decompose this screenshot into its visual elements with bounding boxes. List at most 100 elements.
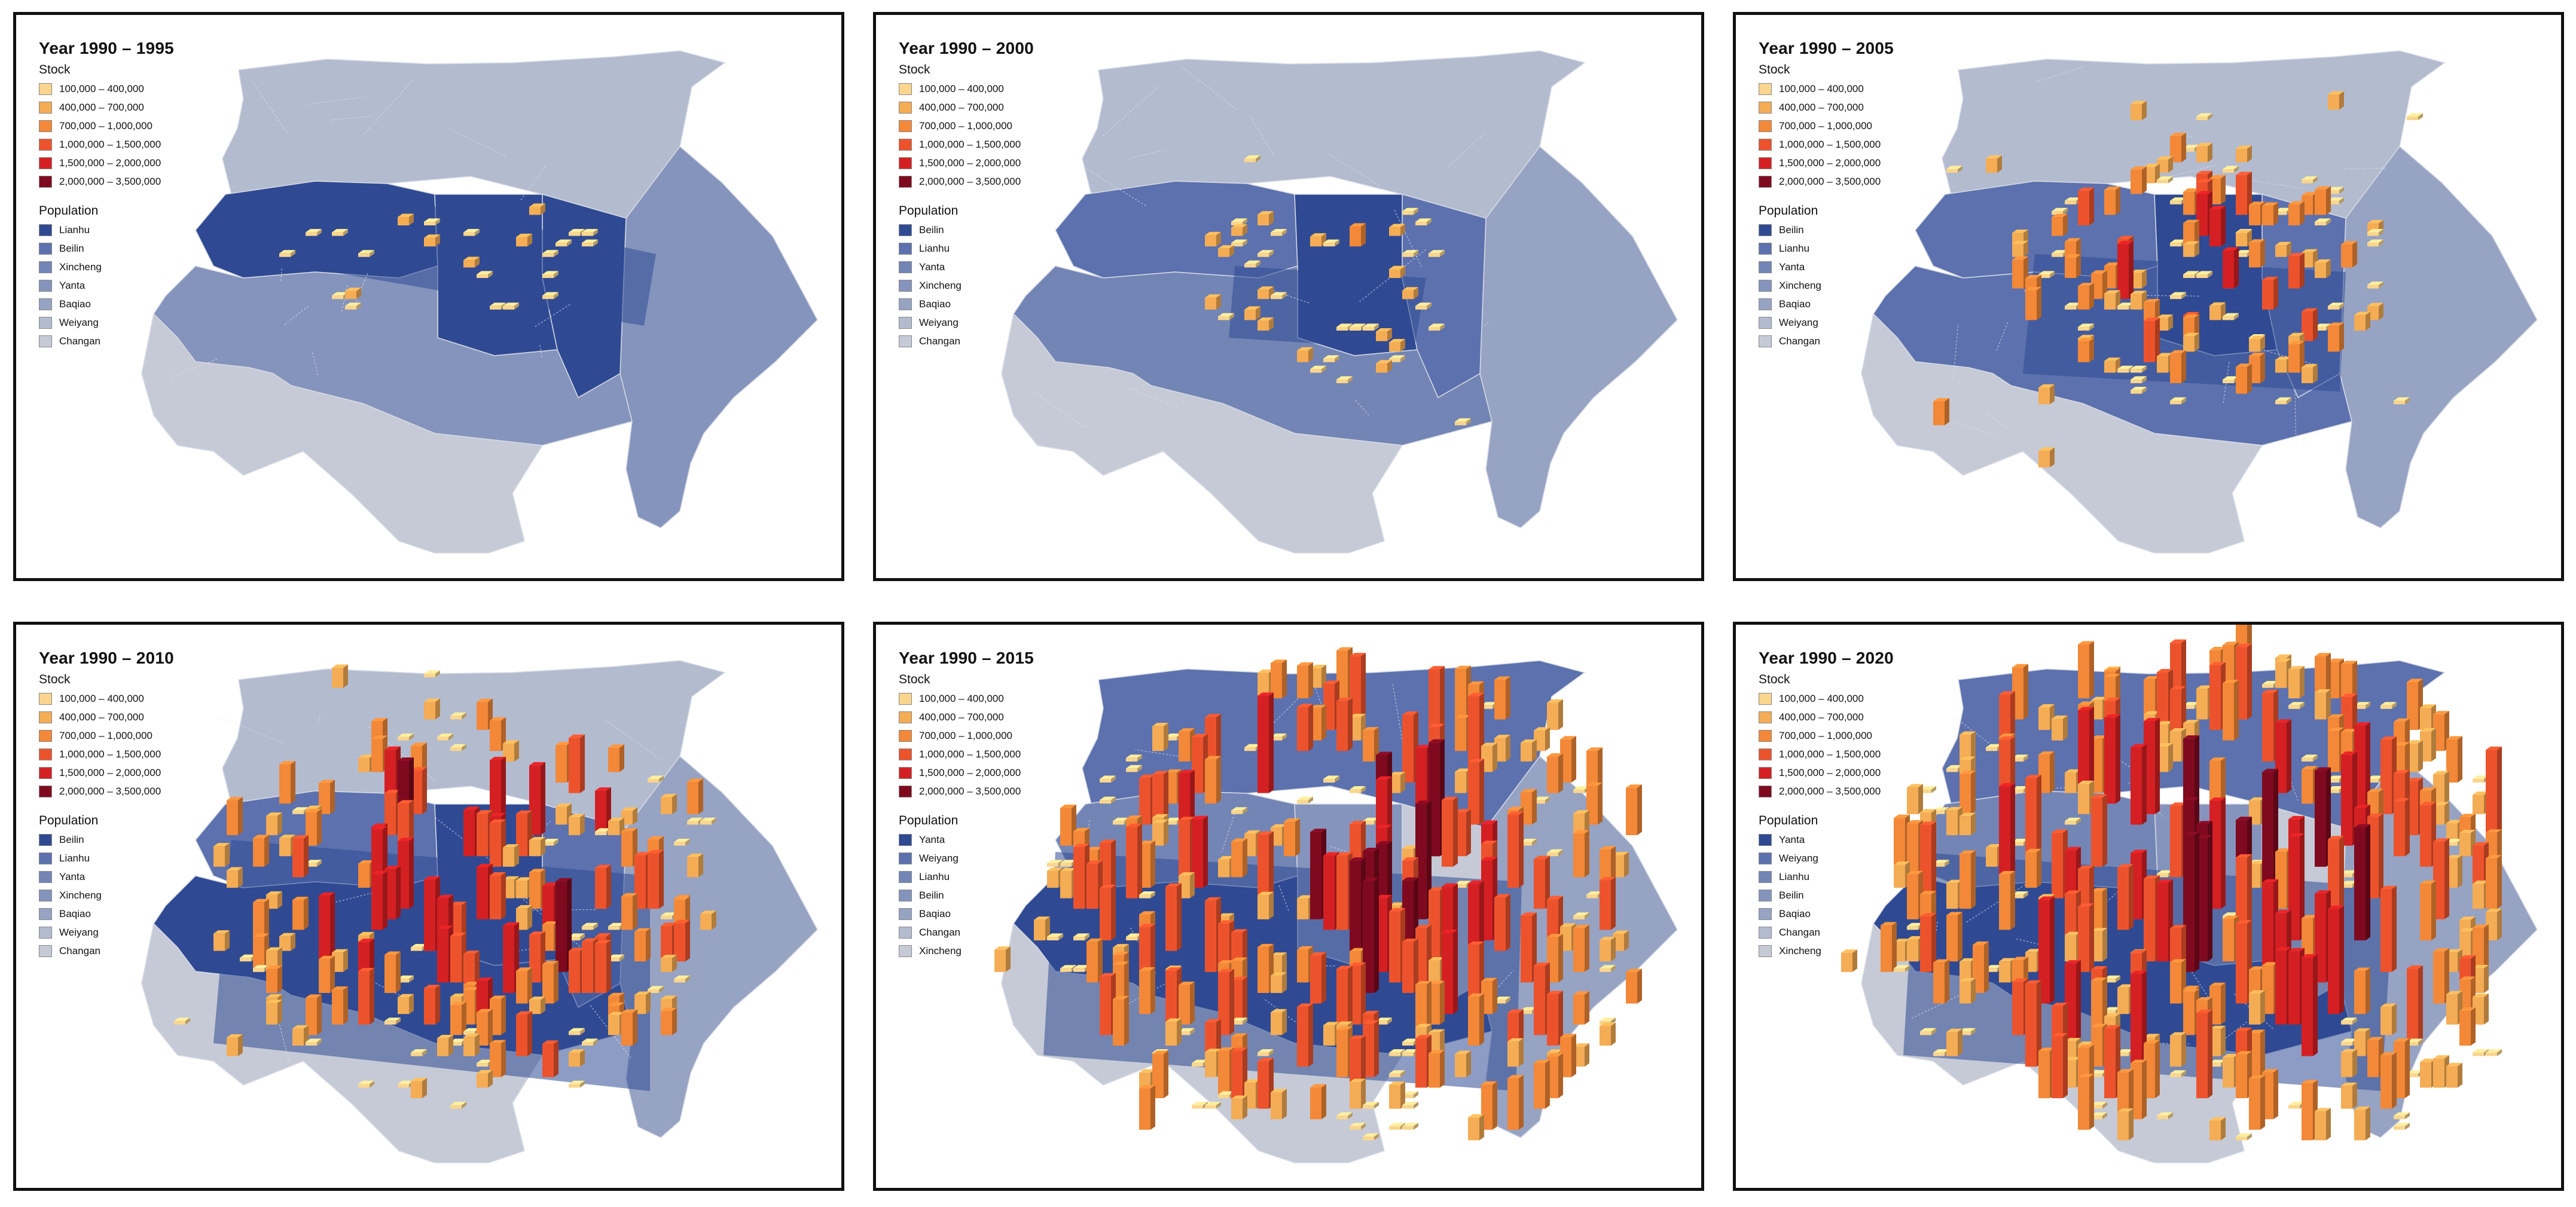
stock-bar [266,965,282,993]
stock-legend-heading: Stock [899,673,930,686]
stock-bar [319,955,335,993]
stock-bar [648,775,664,783]
stock-bar [1429,250,1445,257]
stock-legend-label: 2,000,000 – 3,500,000 [1779,785,1881,797]
stock-bar [1363,1133,1379,1141]
stock-bar [621,828,637,867]
district-legend-label: Beilin [59,242,84,254]
stock-bar [2446,1062,2462,1088]
stock-bar [2078,1074,2094,1130]
stock-legend-heading: Stock [899,63,930,77]
stock-bar [595,940,611,993]
legend-swatch [899,138,912,151]
stock-legend-label: 1,000,000 – 1,500,000 [919,748,1021,760]
stock-legend-label: 100,000 – 400,000 [1779,82,1864,94]
stock-bar [1881,922,1897,972]
map-legend: Year 1990 – 2015 Stock 100,000 – 400,000 40… [899,649,1034,960]
map-canvas [141,660,818,1163]
stock-bar [424,985,440,1025]
stock-legend-item: 700,000 – 1,000,000 [899,117,1034,135]
stock-bar [450,1102,466,1109]
population-legend-item: Yanta [1759,258,1894,276]
stock-legend-label: 1,000,000 – 1,500,000 [1779,138,1881,150]
population-legend-heading: Population [39,814,99,827]
population-legend-item: Beilin [39,239,174,258]
stock-bar [1258,831,1274,899]
stock-bar [1271,1009,1287,1035]
stock-bar [1946,1028,1962,1056]
legend-swatch [1759,120,1772,132]
legend-swatch [39,852,52,864]
map-canvas [994,647,1678,1163]
stock-bar [1600,965,1616,972]
stock-bar [1258,286,1274,300]
district-layer [1861,50,2538,554]
stock-bar [1218,313,1234,320]
stock-legend-item: 100,000 – 400,000 [1759,80,1894,98]
stock-bar [2236,145,2252,163]
stock-bar [2394,1123,2410,1130]
legend-swatch [899,157,912,169]
stock-legend-item: 1,000,000 – 1,500,000 [1759,135,1894,154]
stock-bar [306,1038,322,1046]
stock-legend-label: 700,000 – 1,000,000 [919,120,1012,132]
stock-legend-item: 100,000 – 400,000 [899,689,1034,708]
stock-bar [648,850,664,909]
stock-bar [503,922,519,993]
stock-bar [1126,754,1142,762]
map-canvas [141,50,818,554]
stock-bar [1284,818,1300,857]
stock-bar [2117,864,2134,930]
stock-legend-label: 400,000 – 700,000 [59,711,144,723]
stock-bar [2170,350,2186,383]
stock-bar [2091,794,2107,867]
stock-bar [292,896,309,930]
stock-bar [608,744,624,772]
stock-bar [1402,1102,1418,1109]
stock-legend-item: 700,000 – 1,000,000 [39,117,174,135]
stock-bar [306,860,322,867]
stock-bar [1126,823,1142,899]
population-legend-item: Changan [899,332,1034,350]
stock-bar [2315,218,2331,225]
stock-bar [2394,397,2410,405]
stock-bar [2367,239,2383,247]
stock-bar [700,910,716,930]
district-legend-label: Xincheng [919,945,962,957]
stock-bar [2183,219,2199,247]
legend-swatch [899,907,912,920]
stock-bar [1573,830,1589,878]
stock-bar [2407,1038,2423,1046]
legend-swatch [1759,82,1772,95]
stock-bar [2104,714,2120,804]
district-legend-label: Yanta [919,833,945,845]
legend-swatch [899,870,912,883]
stock-bar [1999,870,2015,930]
legend-swatch [39,889,52,902]
district-legend-label: Changan [59,335,101,347]
stock-bar [2183,332,2199,352]
stock-bar [1139,967,1155,1015]
stock-bar [2038,447,2055,467]
stock-bar [2262,277,2278,310]
stock-bar [450,712,466,720]
stock-bar [2104,290,2120,310]
district-legend-label: Xincheng [59,889,102,901]
stock-bar [1244,260,1260,268]
stock-bar [1152,1050,1168,1098]
stock-bar [1323,355,1339,362]
stock-bar [358,1080,374,1088]
stock-bar [621,1009,637,1046]
legend-swatch [1759,101,1772,114]
legend-swatch [39,785,52,797]
stock-bar [477,1070,493,1088]
stock-legend-item: 1,000,000 – 1,500,000 [1759,745,1894,763]
population-legend-item: Baqiao [899,295,1034,313]
stock-bar [2328,302,2344,310]
stock-legend-item: 2,000,000 – 3,500,000 [899,172,1034,191]
stock-bar [2354,824,2370,940]
stock-bar [1231,838,1247,878]
legend-swatch [899,748,912,760]
subdistrict-boundaries [1034,65,1489,429]
stock-bar [1205,1102,1221,1109]
